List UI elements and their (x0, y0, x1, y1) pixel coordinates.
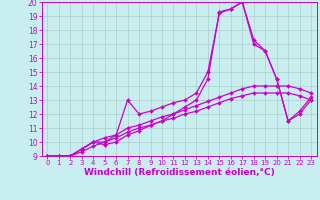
X-axis label: Windchill (Refroidissement éolien,°C): Windchill (Refroidissement éolien,°C) (84, 168, 275, 177)
